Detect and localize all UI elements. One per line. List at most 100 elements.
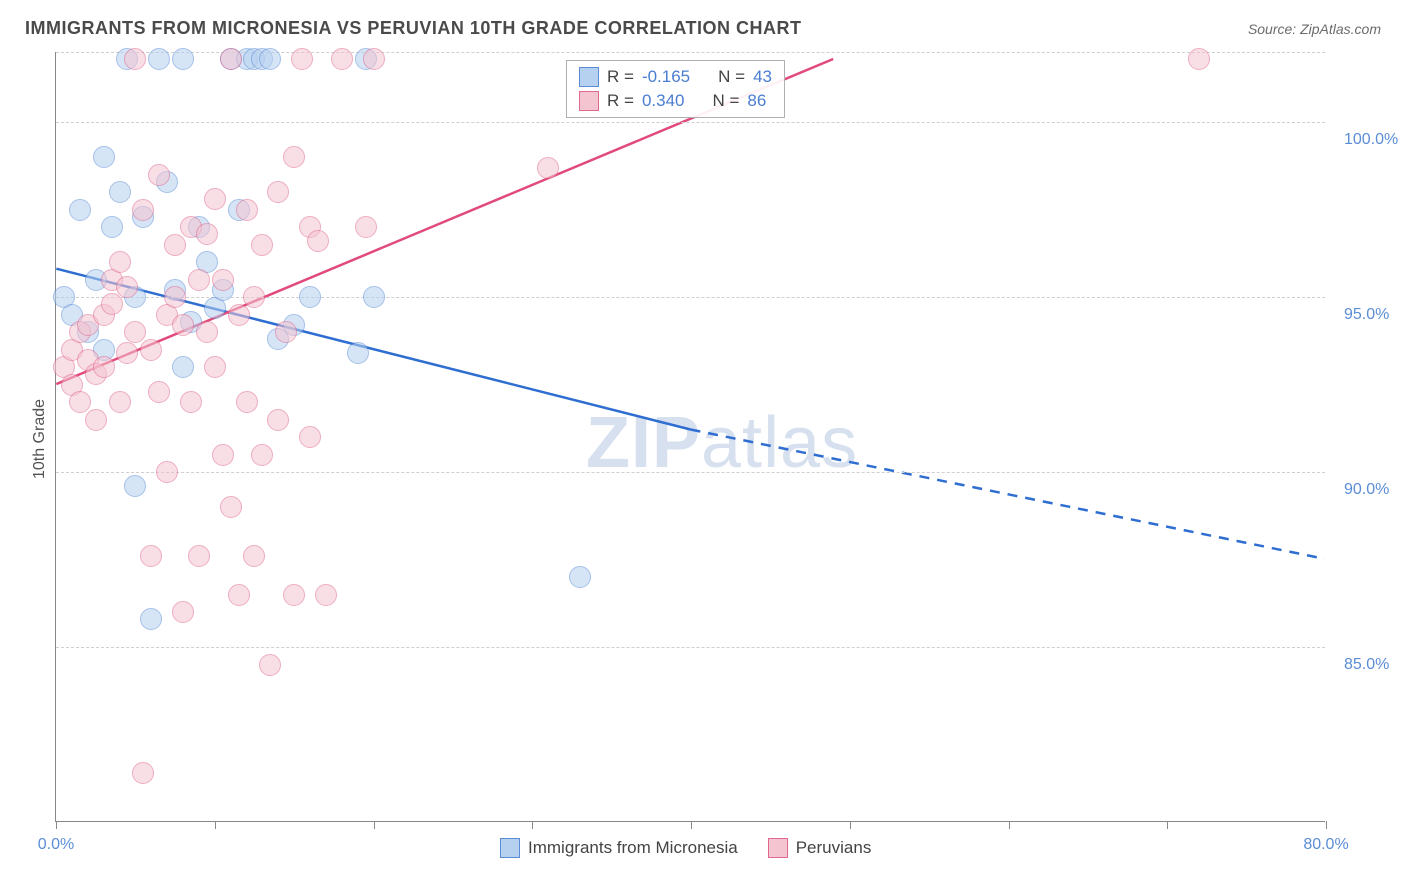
r-value-micronesia: -0.165 [642, 67, 690, 87]
scatter-point-micronesia [124, 475, 146, 497]
regression-lines [56, 52, 1325, 821]
scatter-point-peruvians [148, 381, 170, 403]
watermark-part2: atlas [701, 403, 858, 483]
scatter-point-peruvians [124, 48, 146, 70]
swatch-micronesia [579, 67, 599, 87]
scatter-point-micronesia [259, 48, 281, 70]
chart-header: IMMIGRANTS FROM MICRONESIA VS PERUVIAN 1… [25, 18, 1381, 39]
scatter-point-peruvians [251, 444, 273, 466]
scatter-point-peruvians [315, 584, 337, 606]
chart-title: IMMIGRANTS FROM MICRONESIA VS PERUVIAN 1… [25, 18, 802, 39]
scatter-point-micronesia [101, 216, 123, 238]
x-tick [215, 821, 216, 829]
scatter-point-peruvians [228, 584, 250, 606]
scatter-point-peruvians [291, 48, 313, 70]
scatter-point-peruvians [69, 391, 91, 413]
scatter-point-peruvians [132, 762, 154, 784]
scatter-point-peruvians [188, 269, 210, 291]
scatter-point-peruvians [243, 545, 265, 567]
swatch-peruvians [579, 91, 599, 111]
scatter-point-peruvians [164, 286, 186, 308]
x-tick-label: 0.0% [38, 836, 74, 854]
scatter-point-micronesia [299, 286, 321, 308]
gridline-h [56, 122, 1325, 123]
n-label: N = [718, 67, 745, 87]
r-label: R = [607, 67, 634, 87]
y-tick-label: 95.0% [1344, 306, 1389, 324]
x-tick [1326, 821, 1327, 829]
scatter-point-peruvians [267, 409, 289, 431]
x-tick [56, 821, 57, 829]
swatch-micronesia [500, 838, 520, 858]
scatter-point-micronesia [172, 356, 194, 378]
y-axis-label: 10th Grade [31, 399, 49, 479]
plot-area: ZIPatlas R = -0.165 N = 43 R = 0.340 N =… [55, 52, 1325, 822]
series-label-micronesia: Immigrants from Micronesia [528, 838, 738, 858]
x-tick [374, 821, 375, 829]
scatter-point-peruvians [93, 356, 115, 378]
scatter-point-peruvians [267, 181, 289, 203]
scatter-point-peruvians [188, 545, 210, 567]
legend-row-micronesia: R = -0.165 N = 43 [579, 67, 772, 87]
regression-line-dashed-micronesia [691, 430, 1325, 559]
scatter-point-peruvians [148, 164, 170, 186]
scatter-point-peruvians [180, 391, 202, 413]
scatter-point-peruvians [355, 216, 377, 238]
n-value-micronesia: 43 [753, 67, 772, 87]
swatch-peruvians [768, 838, 788, 858]
scatter-point-peruvians [220, 48, 242, 70]
scatter-point-micronesia [363, 286, 385, 308]
scatter-point-peruvians [1188, 48, 1210, 70]
y-tick-label: 100.0% [1344, 131, 1398, 149]
scatter-point-peruvians [236, 199, 258, 221]
y-tick-label: 90.0% [1344, 481, 1389, 499]
r-label: R = [607, 91, 634, 111]
scatter-point-peruvians [259, 654, 281, 676]
scatter-point-micronesia [109, 181, 131, 203]
scatter-point-peruvians [156, 461, 178, 483]
bottom-legend-item-peruvians: Peruvians [768, 838, 872, 858]
scatter-point-peruvians [172, 601, 194, 623]
scatter-point-peruvians [537, 157, 559, 179]
scatter-point-micronesia [569, 566, 591, 588]
scatter-point-micronesia [172, 48, 194, 70]
x-tick [532, 821, 533, 829]
scatter-point-peruvians [307, 230, 329, 252]
scatter-point-peruvians [236, 391, 258, 413]
scatter-point-peruvians [85, 409, 107, 431]
scatter-point-peruvians [204, 188, 226, 210]
scatter-point-peruvians [204, 356, 226, 378]
scatter-point-peruvians [220, 496, 242, 518]
scatter-point-micronesia [148, 48, 170, 70]
scatter-point-peruvians [140, 545, 162, 567]
scatter-point-peruvians [251, 234, 273, 256]
scatter-point-peruvians [212, 444, 234, 466]
bottom-legend-item-micronesia: Immigrants from Micronesia [500, 838, 738, 858]
legend-row-peruvians: R = 0.340 N = 86 [579, 91, 772, 111]
scatter-point-micronesia [140, 608, 162, 630]
scatter-point-peruvians [212, 269, 234, 291]
x-tick [850, 821, 851, 829]
correlation-legend: R = -0.165 N = 43 R = 0.340 N = 86 [566, 60, 785, 118]
scatter-point-peruvians [299, 426, 321, 448]
x-tick [1009, 821, 1010, 829]
scatter-point-peruvians [101, 293, 123, 315]
scatter-point-peruvians [164, 234, 186, 256]
gridline-h [56, 647, 1325, 648]
gridline-h [56, 472, 1325, 473]
scatter-point-peruvians [124, 321, 146, 343]
chart-source: Source: ZipAtlas.com [1248, 21, 1381, 37]
scatter-point-peruvians [109, 251, 131, 273]
scatter-point-micronesia [93, 146, 115, 168]
scatter-point-peruvians [363, 48, 385, 70]
scatter-point-peruvians [196, 223, 218, 245]
scatter-point-peruvians [243, 286, 265, 308]
n-label: N = [712, 91, 739, 111]
watermark-part1: ZIP [586, 403, 701, 483]
scatter-point-peruvians [275, 321, 297, 343]
scatter-point-peruvians [109, 391, 131, 413]
scatter-point-peruvians [116, 342, 138, 364]
scatter-point-peruvians [196, 321, 218, 343]
scatter-point-peruvians [132, 199, 154, 221]
y-tick-label: 85.0% [1344, 656, 1389, 674]
